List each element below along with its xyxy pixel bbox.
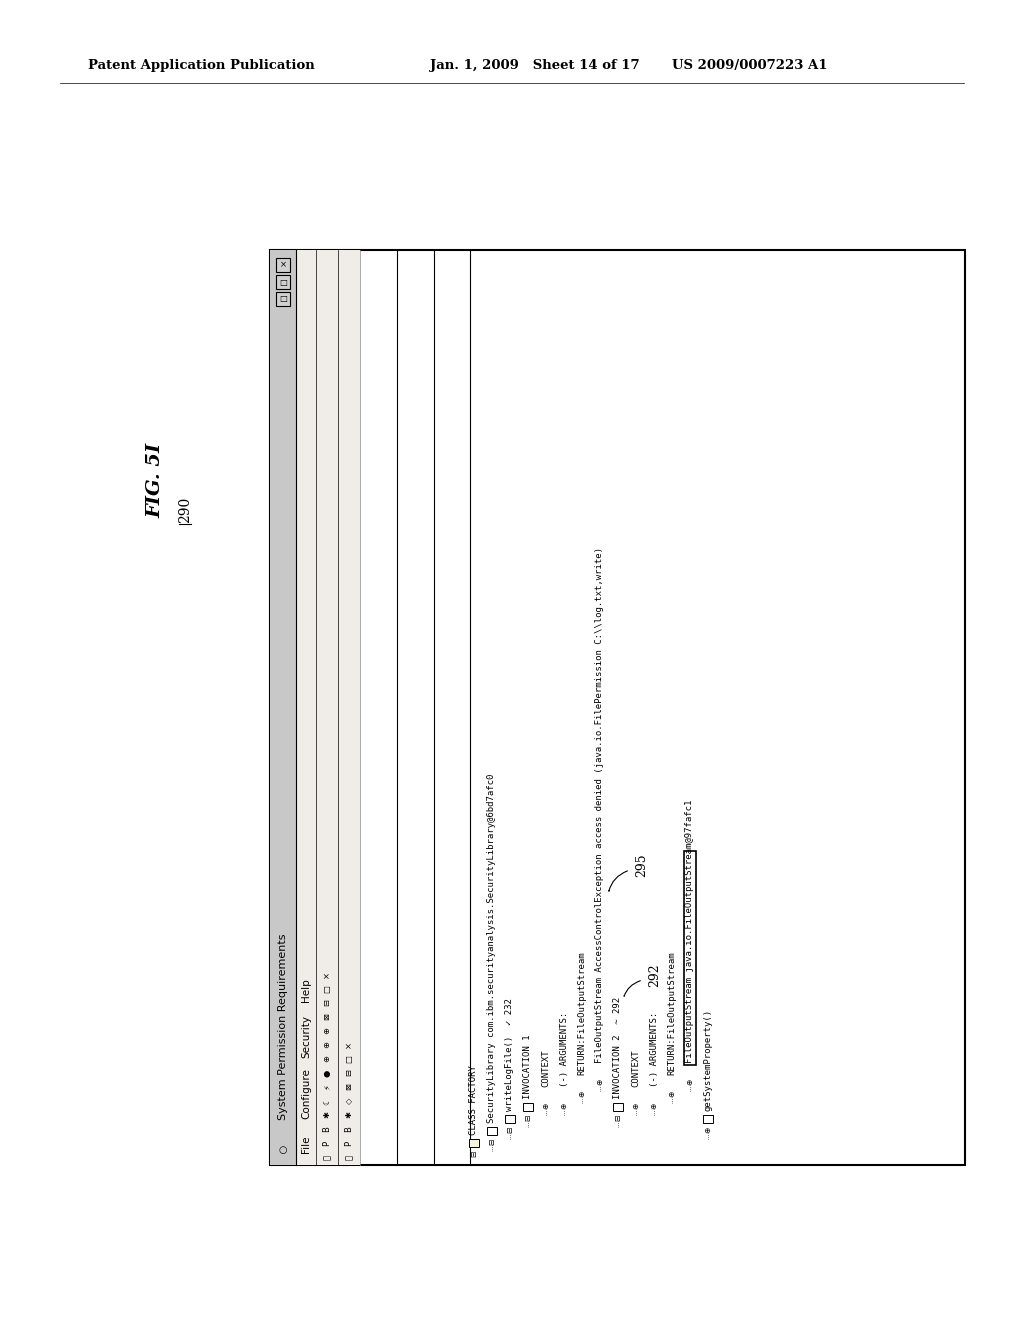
Text: System Permission Requirements: System Permission Requirements	[278, 933, 288, 1119]
Text: □: □	[323, 985, 332, 993]
Text: ⊕: ⊕	[703, 1127, 713, 1133]
Text: ◇: ◇	[344, 1098, 353, 1105]
Text: 🔍: 🔍	[323, 1155, 332, 1159]
Text: Configure: Configure	[301, 1068, 311, 1119]
Bar	[276, 292, 290, 306]
Bar	[703, 1115, 713, 1123]
Text: ✱: ✱	[323, 1111, 332, 1118]
Text: Help: Help	[301, 978, 311, 1002]
Text: 295: 295	[635, 853, 648, 876]
Text: ⊕: ⊕	[323, 1041, 332, 1048]
Text: (-) ARGUMENTS:: (-) ARGUMENTS:	[649, 1011, 658, 1086]
Text: ×: ×	[344, 1041, 353, 1048]
Text: RETURN:FileOutputStream: RETURN:FileOutputStream	[578, 952, 587, 1074]
Bar	[270, 249, 296, 1166]
Text: FileOutputStream java.io.FileOutputStream@97fafc1: FileOutputStream java.io.FileOutputStrea…	[685, 800, 694, 1063]
Text: 292: 292	[648, 964, 662, 987]
Bar	[469, 1139, 479, 1147]
Text: ×: ×	[323, 972, 332, 978]
Text: ✱: ✱	[344, 1111, 353, 1118]
Text: 290: 290	[178, 496, 193, 523]
Text: ⊟: ⊟	[344, 1069, 353, 1077]
Text: ⊕: ⊕	[323, 1027, 332, 1035]
Bar	[338, 249, 360, 1166]
Text: Patent Application Publication: Patent Application Publication	[88, 58, 314, 71]
Text: ⊕: ⊕	[668, 1090, 677, 1097]
FancyArrowPatch shape	[608, 871, 628, 891]
Text: SecurityLibrary com.ibm.securityanalysis.SecurityLibrary@6bd7afc0: SecurityLibrary com.ibm.securityanalysis…	[487, 774, 497, 1123]
Text: RETURN:FileOutputStream: RETURN:FileOutputStream	[668, 952, 677, 1074]
Text: □: □	[344, 1055, 353, 1063]
Text: Security: Security	[301, 1015, 311, 1057]
Bar	[316, 249, 338, 1166]
Text: ⊟: ⊟	[613, 1114, 623, 1121]
Bar	[276, 275, 290, 289]
Bar	[523, 1104, 534, 1111]
Text: CONTEXT: CONTEXT	[632, 1049, 640, 1086]
Text: ×: ×	[280, 260, 287, 269]
Text: ⊟: ⊟	[487, 1139, 497, 1144]
Text: ⚡: ⚡	[323, 1084, 332, 1090]
Text: ⊟: ⊟	[523, 1114, 532, 1121]
Text: ⊕: ⊕	[542, 1102, 551, 1109]
Text: □: □	[280, 277, 287, 286]
Text: Jan. 1, 2009   Sheet 14 of 17: Jan. 1, 2009 Sheet 14 of 17	[430, 58, 640, 71]
Text: ⊕: ⊕	[649, 1102, 658, 1109]
Text: ⊕: ⊕	[578, 1090, 587, 1097]
Text: 🔍: 🔍	[344, 1155, 353, 1159]
Text: writeLogFile()  ✓ 232: writeLogFile() ✓ 232	[506, 998, 514, 1111]
Text: ⊟: ⊟	[323, 999, 332, 1006]
Text: P: P	[344, 1140, 353, 1146]
Text: ⊕: ⊕	[632, 1102, 640, 1109]
Bar	[613, 1104, 623, 1111]
Text: ●: ●	[323, 1069, 332, 1077]
Text: ☾: ☾	[323, 1097, 332, 1105]
Text: B: B	[323, 1126, 332, 1133]
Text: (-) ARGUMENTS:: (-) ARGUMENTS:	[559, 1011, 568, 1086]
Text: FIG. 5I: FIG. 5I	[146, 442, 164, 517]
Bar	[487, 1127, 497, 1135]
FancyArrowPatch shape	[624, 981, 640, 997]
Text: File: File	[301, 1135, 311, 1152]
Text: ⊕: ⊕	[596, 1078, 604, 1085]
Text: CLASS FACTORY: CLASS FACTORY	[469, 1065, 478, 1135]
Bar	[296, 249, 316, 1166]
Text: ⊟: ⊟	[469, 1151, 478, 1158]
Text: P: P	[323, 1140, 332, 1146]
Text: ⊕: ⊕	[685, 1078, 694, 1085]
Text: getSystemProperty(): getSystemProperty()	[703, 1008, 713, 1111]
Text: ⊕: ⊕	[559, 1102, 568, 1109]
Text: ⊟: ⊟	[506, 1127, 514, 1133]
Text: US 2009/0007223 A1: US 2009/0007223 A1	[672, 58, 827, 71]
Text: FileOutputStream AccessControlException access denied (java.io.FilePermission C:: FileOutputStream AccessControlException …	[596, 546, 604, 1063]
Text: CONTEXT: CONTEXT	[542, 1049, 551, 1086]
Text: INVOCATION 2  ∼ 292: INVOCATION 2 ∼ 292	[613, 997, 623, 1100]
Text: INVOCATION 1: INVOCATION 1	[523, 1035, 532, 1100]
Bar	[270, 249, 965, 1166]
Text: B: B	[344, 1126, 353, 1133]
Bar	[505, 1115, 515, 1123]
Bar	[684, 851, 696, 1065]
Text: ⊠: ⊠	[344, 1084, 353, 1090]
Bar	[276, 257, 290, 272]
Text: □: □	[280, 294, 287, 304]
Text: ○: ○	[279, 1144, 288, 1155]
Text: ⊕: ⊕	[323, 1056, 332, 1063]
Text: ⊠: ⊠	[323, 1014, 332, 1020]
